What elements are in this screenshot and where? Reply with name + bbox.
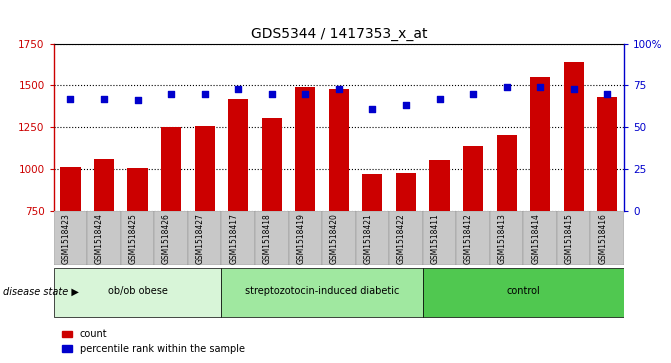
Text: GSM1518425: GSM1518425 [129, 213, 138, 264]
Text: control: control [507, 286, 540, 296]
Bar [530, 77, 550, 211]
Bar [54, 211, 624, 265]
Text: GSM1518418: GSM1518418 [263, 213, 272, 264]
Bar [423, 211, 456, 265]
Title: GDS5344 / 1417353_x_at: GDS5344 / 1417353_x_at [250, 27, 427, 41]
Bar [262, 118, 282, 211]
Point [434, 96, 445, 102]
Bar [94, 159, 114, 211]
Bar [456, 211, 490, 265]
Legend: count, percentile rank within the sample: count, percentile rank within the sample [58, 326, 249, 358]
Bar [127, 168, 148, 211]
Bar [362, 174, 382, 211]
Bar [389, 211, 423, 265]
Text: GSM1518424: GSM1518424 [95, 213, 104, 264]
Bar [195, 126, 215, 211]
Bar [221, 211, 255, 265]
Bar [329, 89, 349, 211]
Bar [597, 97, 617, 211]
Point [501, 84, 512, 90]
Point [367, 106, 378, 111]
Bar [564, 62, 584, 211]
Bar [356, 211, 389, 265]
Point [266, 91, 277, 97]
Point [166, 91, 176, 97]
Bar [295, 87, 315, 211]
Point [602, 91, 613, 97]
Text: GSM1518426: GSM1518426 [162, 213, 171, 264]
Text: streptozotocin-induced diabetic: streptozotocin-induced diabetic [245, 286, 399, 296]
Text: GSM1518414: GSM1518414 [531, 213, 540, 264]
Point [199, 91, 210, 97]
FancyBboxPatch shape [221, 268, 423, 317]
Text: GSM1518421: GSM1518421 [364, 213, 372, 264]
Bar [463, 146, 483, 211]
Bar [497, 135, 517, 211]
Text: ob/ob obese: ob/ob obese [107, 286, 168, 296]
Bar [154, 211, 188, 265]
Bar [396, 173, 416, 211]
FancyBboxPatch shape [423, 268, 624, 317]
Text: GSM1518413: GSM1518413 [498, 213, 507, 264]
Text: disease state ▶: disease state ▶ [3, 287, 79, 297]
Text: GSM1518419: GSM1518419 [297, 213, 305, 264]
Bar [121, 211, 154, 265]
Text: GSM1518411: GSM1518411 [431, 213, 440, 264]
Bar [60, 167, 81, 211]
Bar [322, 211, 356, 265]
Text: GSM1518415: GSM1518415 [565, 213, 574, 264]
Text: GSM1518423: GSM1518423 [62, 213, 70, 264]
Bar [161, 127, 181, 211]
Bar [523, 211, 557, 265]
Point [65, 96, 76, 102]
Bar [228, 99, 248, 211]
Bar [490, 211, 523, 265]
Bar [590, 211, 624, 265]
Point [300, 91, 311, 97]
Point [333, 86, 344, 91]
Bar [87, 211, 121, 265]
Point [233, 86, 244, 91]
Bar [557, 211, 590, 265]
Point [568, 86, 579, 91]
Bar [188, 211, 221, 265]
Text: GSM1518427: GSM1518427 [196, 213, 205, 264]
Bar [54, 211, 87, 265]
Point [401, 102, 411, 108]
Text: GSM1518416: GSM1518416 [599, 213, 607, 264]
Point [99, 96, 109, 102]
Text: GSM1518412: GSM1518412 [464, 213, 473, 264]
Point [468, 91, 478, 97]
Point [535, 84, 546, 90]
Bar [255, 211, 289, 265]
FancyBboxPatch shape [54, 268, 221, 317]
Text: GSM1518417: GSM1518417 [229, 213, 238, 264]
Bar [429, 160, 450, 211]
Point [132, 97, 143, 103]
Text: GSM1518422: GSM1518422 [397, 213, 406, 264]
Bar [289, 211, 322, 265]
Text: GSM1518420: GSM1518420 [330, 213, 339, 264]
